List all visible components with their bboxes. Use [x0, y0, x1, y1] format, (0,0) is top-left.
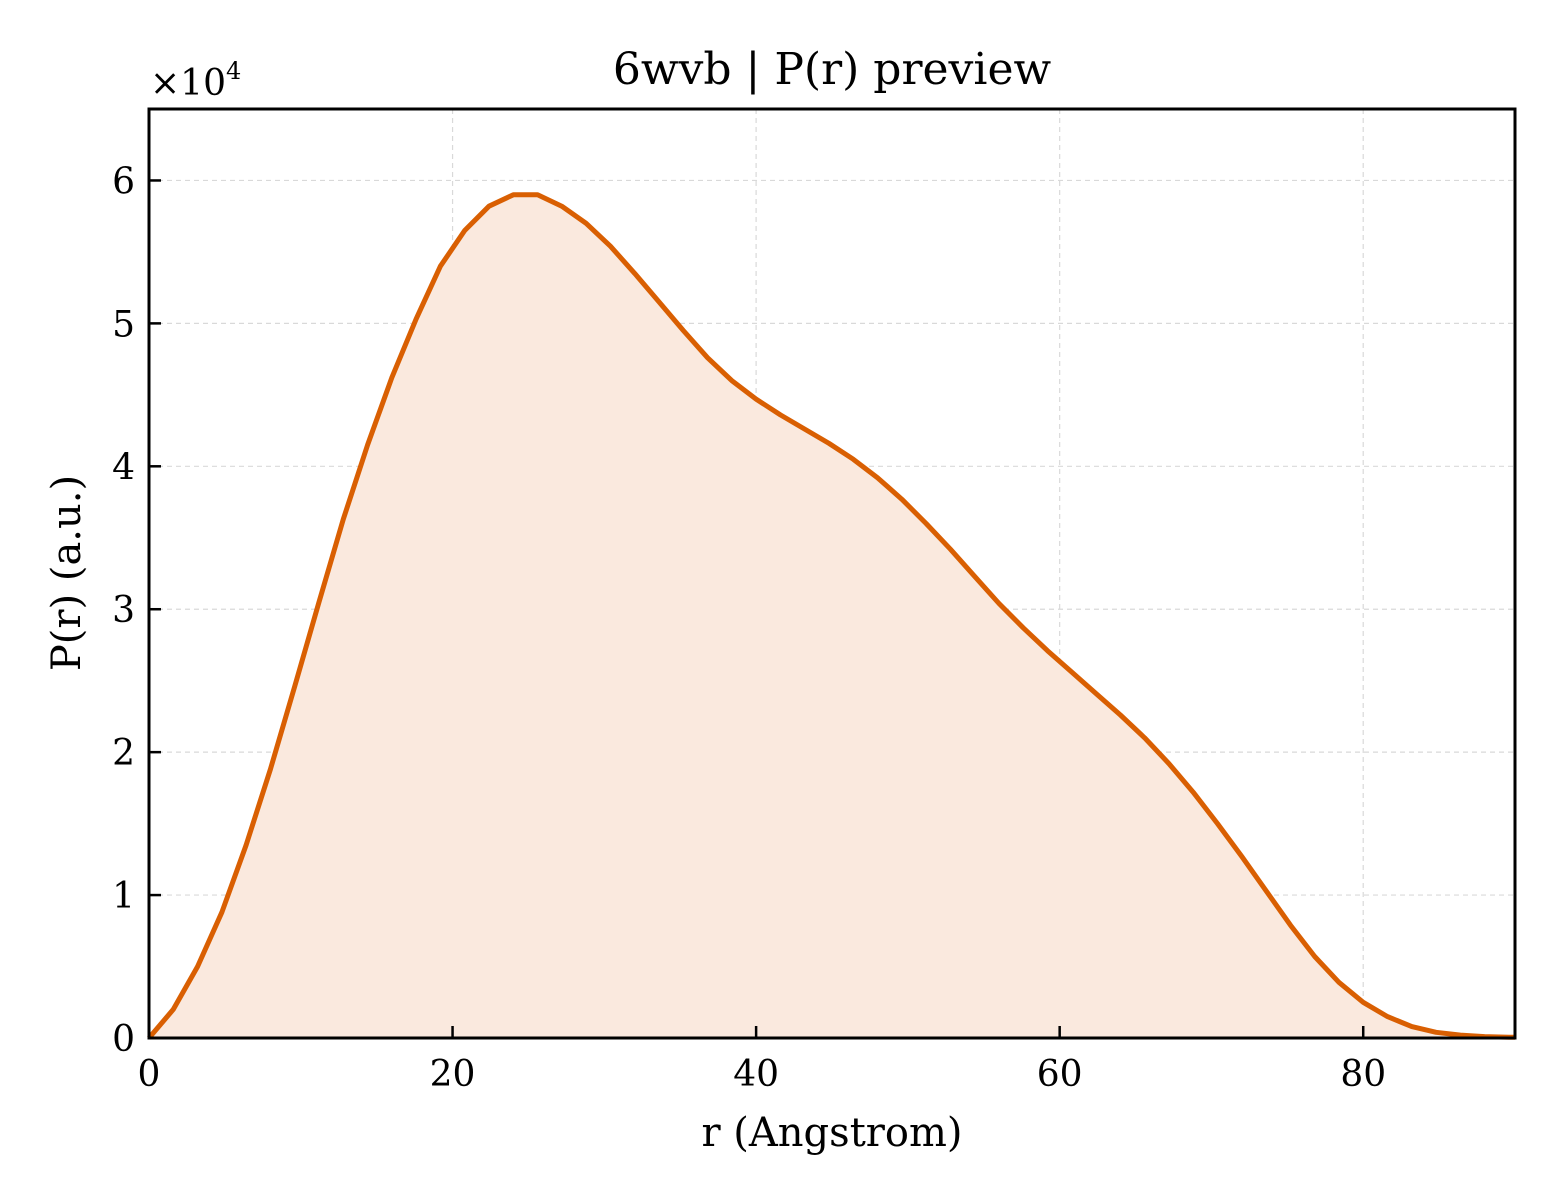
y-tick-label: 5	[112, 304, 135, 345]
x-tick-label: 80	[1340, 1054, 1386, 1095]
pr-series-line	[147, 192, 1515, 1040]
x-tick-labels: 0 20 40 60 80	[138, 1054, 1387, 1095]
y-axis-label: P(r) (a.u.)	[44, 475, 90, 671]
x-tick-label: 0	[138, 1054, 161, 1095]
y-tick-label: 0	[112, 1019, 135, 1060]
y-tick-label: 4	[112, 447, 135, 488]
x-tick-label: 20	[430, 1054, 476, 1095]
x-axis-label: r (Angstrom)	[701, 1110, 962, 1156]
x-tick-label: 40	[733, 1054, 779, 1095]
y-tick-label: 3	[112, 590, 135, 631]
axis-ticks	[147, 179, 1365, 1040]
y-axis-multiplier: ×104	[150, 57, 241, 104]
plot-frame	[147, 107, 1517, 1040]
y-tick-labels: 0 1 2 3 4 5 6	[112, 161, 135, 1060]
chart-title: 6wvb | P(r) preview	[613, 44, 1052, 95]
y-tick-label: 2	[112, 733, 135, 774]
y-tick-label: 1	[112, 876, 135, 917]
pr-area-fill	[149, 194, 1515, 1039]
y-tick-label: 6	[112, 161, 135, 202]
x-tick-label: 60	[1037, 1054, 1083, 1095]
